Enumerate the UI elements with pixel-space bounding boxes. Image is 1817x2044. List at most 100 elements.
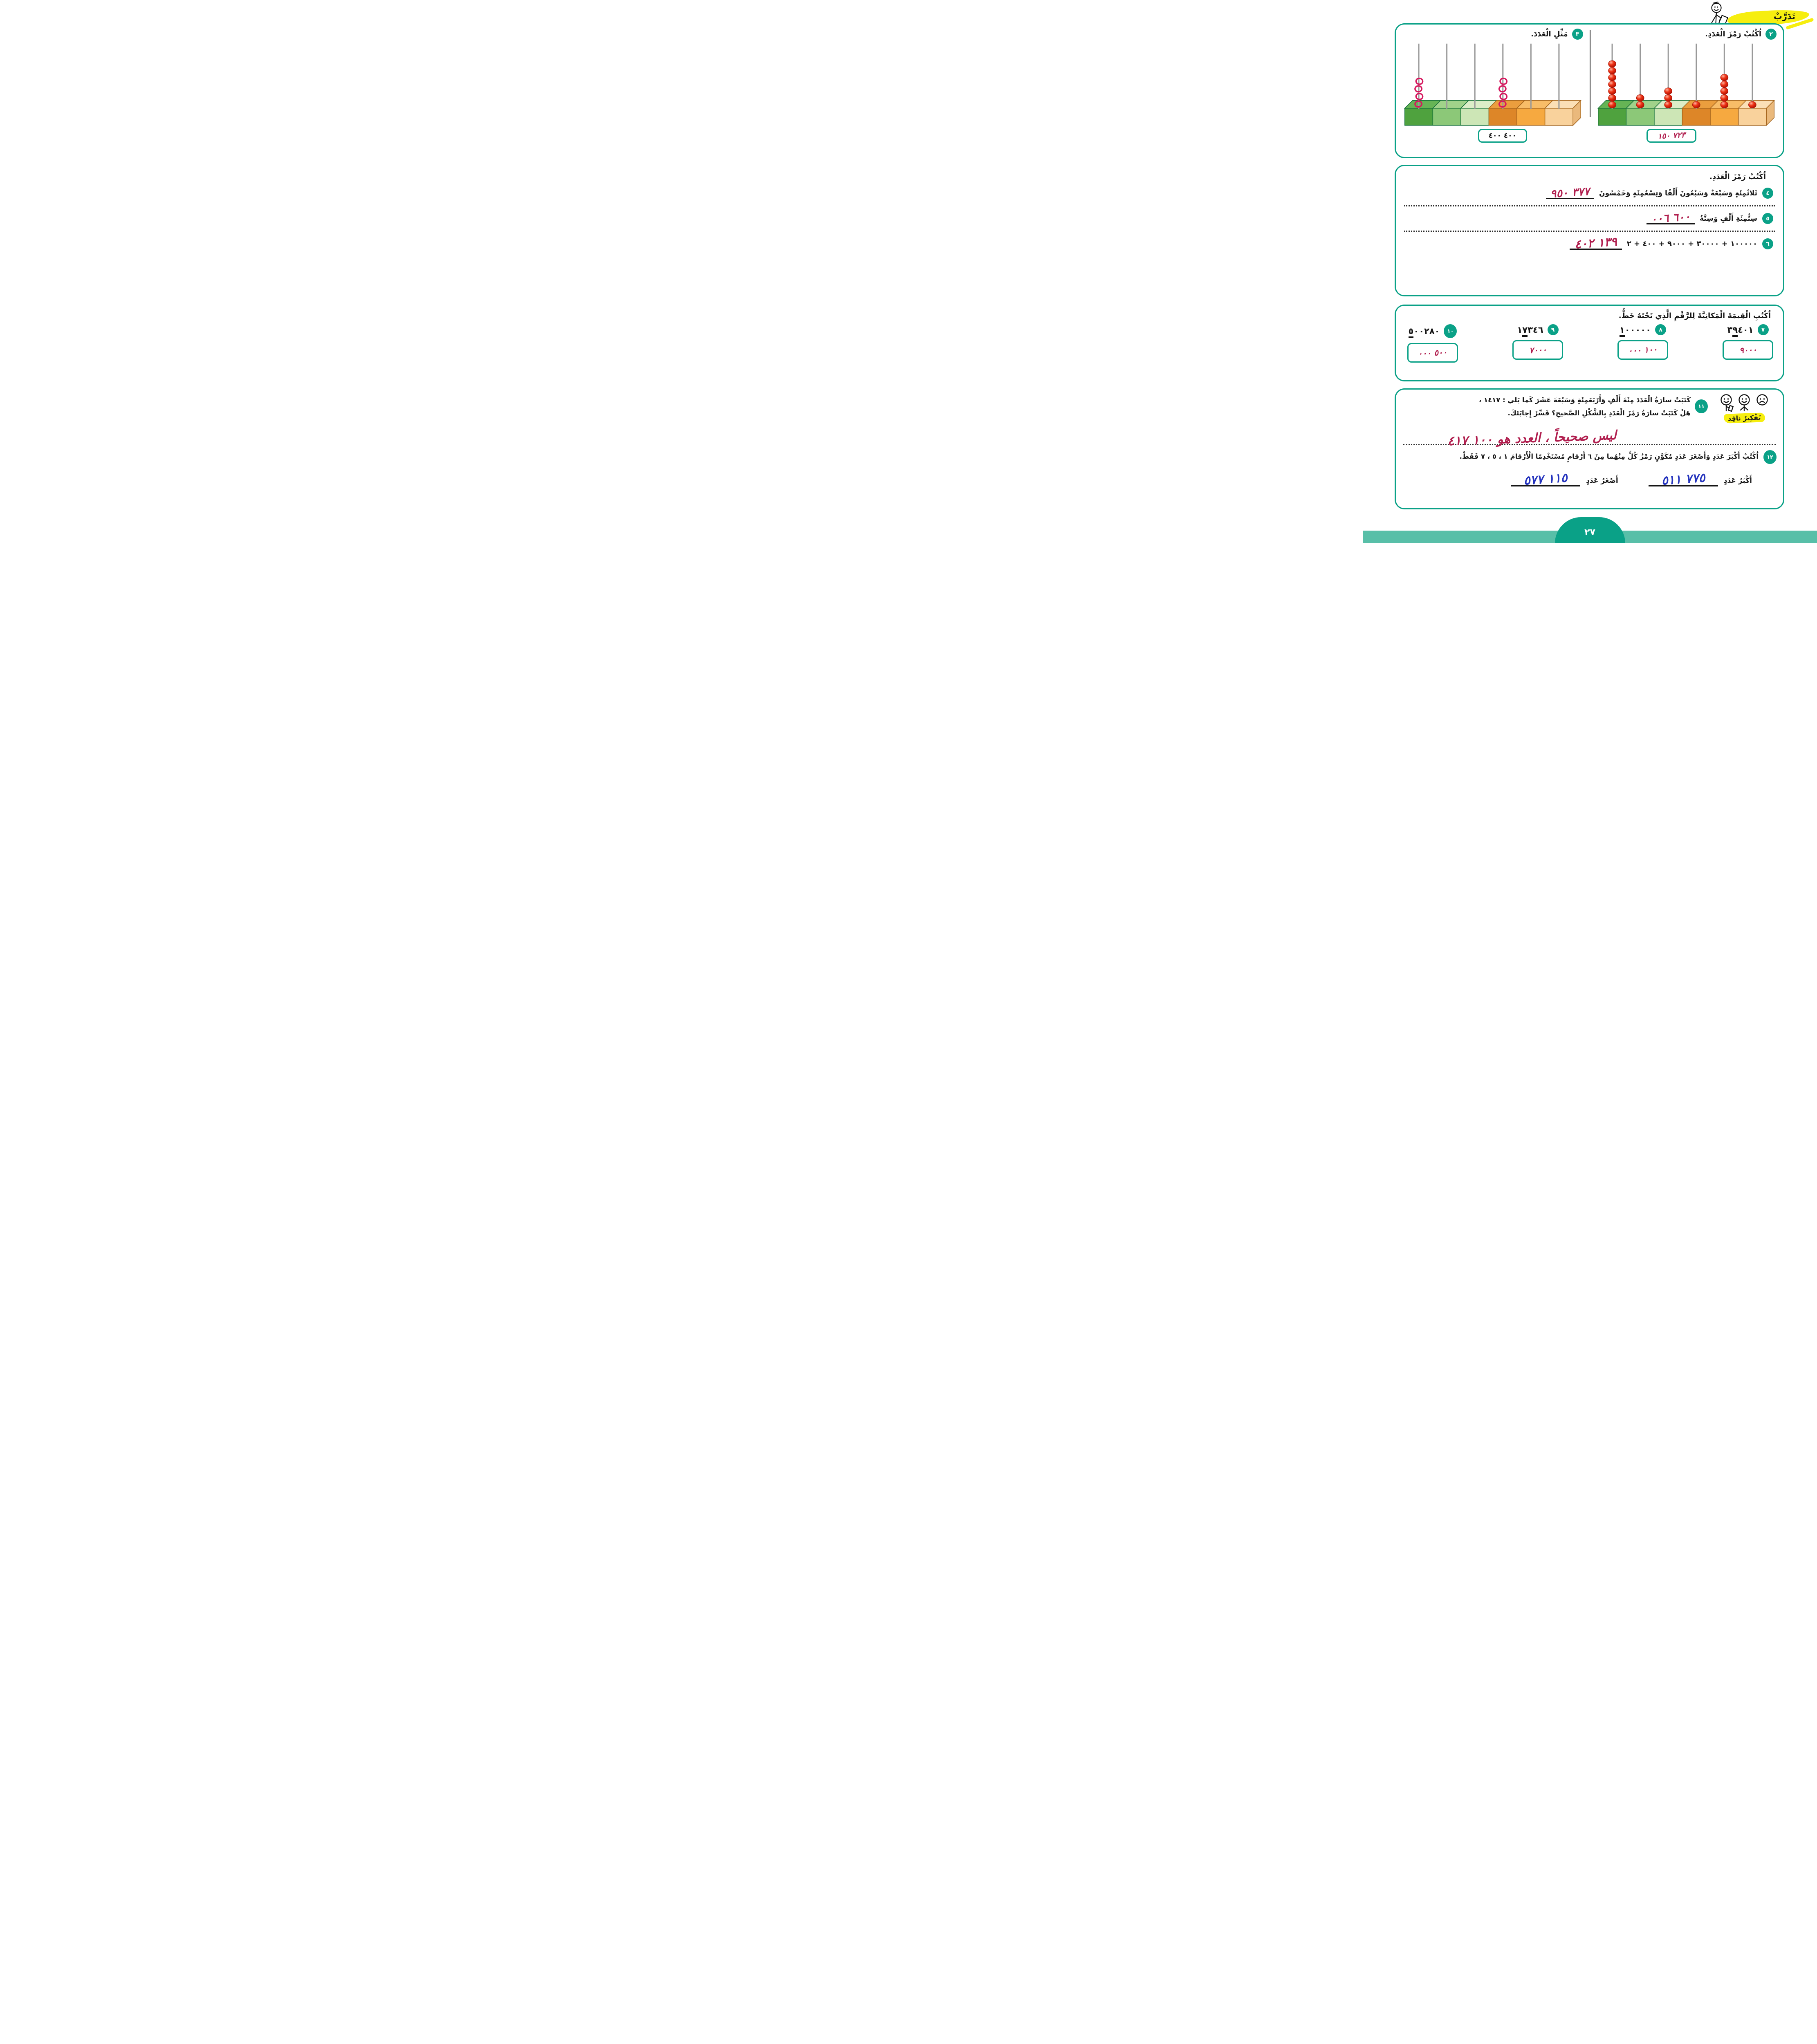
- critical-thinking-decor: تَفْكِيرٌ ناقِد: [1712, 394, 1777, 424]
- exercise-7-badge: ٧: [1757, 324, 1769, 335]
- abacus-drawn-bead: [1498, 100, 1507, 108]
- exercise-9-answer-box[interactable]: ٧٠٠٠: [1512, 340, 1563, 360]
- exercise-4-text: ثَلاثُمِئَةٍ وَسَبْعَةٌ وَسَبْعُونَ أَلْ…: [1599, 189, 1757, 197]
- abacus-base-front: [1626, 108, 1655, 126]
- exercise-9-badge: ٩: [1547, 324, 1559, 335]
- exercise-11-line2: هَلْ كَتَبَتْ سارَةُ رَمْزَ الْعَدَدِ بِ…: [1507, 409, 1691, 417]
- exercise-7-answer-box[interactable]: ٩٠٠٠: [1723, 340, 1773, 360]
- exercise-8-badge: ٨: [1655, 324, 1666, 335]
- exercise-9: ٩ ١٧٣٤٦ ٧٠٠٠: [1512, 324, 1563, 363]
- place-value-title: اُكْتُبِ الْقِيمَةَ الْمَكانِيَّةَ لِلرَ…: [1618, 312, 1771, 320]
- abacus-base-front: [1404, 108, 1433, 126]
- exercise-4-row: ٤ ثَلاثُمِئَةٍ وَسَبْعَةٌ وَسَبْعُونَ أَ…: [1403, 181, 1776, 205]
- underlined-digit: ٧: [1522, 325, 1528, 337]
- abacus-bead: [1692, 101, 1700, 108]
- exercise-3-value: ٤٠٠ ٤٠٠: [1488, 131, 1516, 140]
- exercise-3-badge: ٣: [1572, 29, 1583, 40]
- exercise-5-answer: ٦٠٠ ٠٠٦: [1650, 210, 1691, 226]
- exercise-6-expression: ١٠٠٠٠٠ + ٣٠٠٠٠ + ٩٠٠٠ + ٤٠٠ + ٢: [1626, 240, 1757, 248]
- exercise-2-title: اُكْتُبْ رَمْزَ الْعَدَدِ.: [1705, 30, 1761, 38]
- happy-face-writing-icon: [1721, 394, 1734, 412]
- exercise-5-answer-blank[interactable]: ٦٠٠ ٠٠٦: [1646, 210, 1695, 226]
- exercise-9-answer: ٧٠٠٠: [1528, 344, 1547, 356]
- exercise-8-answer-box[interactable]: ١٠٠ ٠٠٠: [1617, 340, 1668, 360]
- smiley-figures: [1719, 394, 1770, 412]
- abacus-exercise-3[interactable]: [1403, 41, 1583, 127]
- abacus-base-front: [1432, 108, 1461, 126]
- abacus-bead: [1608, 87, 1617, 95]
- abacus-drawn-bead: [1499, 92, 1507, 100]
- underlined-digit: ١: [1620, 325, 1625, 337]
- abacus-bead: [1664, 94, 1673, 102]
- abacus-bead: [1636, 101, 1644, 108]
- abacus-bead: [1608, 94, 1617, 102]
- abacus-base-front: [1598, 108, 1627, 126]
- smallest-number-label: أَصْغَرُ عَدَدٍ: [1586, 476, 1618, 485]
- exercise-7-number: ٣٩٤٠١: [1727, 325, 1754, 337]
- exercise-8-answer: ١٠٠ ٠٠٠: [1628, 344, 1658, 356]
- abacus-base-front: [1544, 108, 1573, 126]
- abacus-bead: [1720, 81, 1729, 88]
- abacus-drawn-bead: [1415, 77, 1424, 85]
- happy-face-icon: [1738, 394, 1750, 412]
- abacus-base-front: [1710, 108, 1739, 126]
- exercise-2-badge: ٢: [1765, 29, 1777, 40]
- exercise-2-answer-box[interactable]: ٧٢٣ ١٥٠: [1647, 128, 1697, 143]
- place-value-items: ٧ ٣٩٤٠١ ٩٠٠٠ ٨ ١٠٠٠٠٠ ١٠٠ ٠٠٠ ٩: [1398, 320, 1781, 363]
- abacus-bead: [1664, 101, 1673, 108]
- exercise-5-row: ٥ سِتُّمِئَةِ أَلْفٍ وَسِتَّةٌ ٦٠٠ ٠٠٦: [1403, 206, 1776, 231]
- abacus-bead: [1608, 60, 1617, 67]
- abacus-bead: [1608, 81, 1617, 88]
- exercise-4-badge: ٤: [1762, 188, 1773, 199]
- exercise-8-number: ١٠٠٠٠٠: [1620, 325, 1651, 337]
- dotted-separator: [1403, 444, 1776, 445]
- exercise-12-text: اُكْتُبْ أَكْبَرَ عَدَدٍ وَأَصْغَرَ عَدَ…: [1459, 453, 1759, 460]
- largest-number-answer: ٧٧٥ ٥١١: [1661, 471, 1706, 488]
- abacus-drawn-bead: [1498, 85, 1507, 93]
- exercise-12: ١٢ اُكْتُبْ أَكْبَرَ عَدَدٍ وَأَصْغَرَ ع…: [1402, 450, 1777, 464]
- abacus-drawn-bead: [1415, 92, 1424, 100]
- section-critical-thinking-box: تَفْكِيرٌ ناقِد ١١ كَتَبَتْ سارَةُ الْعَ…: [1395, 388, 1784, 509]
- page-number-dome: ٢٧: [1555, 517, 1625, 543]
- exercise-7-answer: ٩٠٠٠: [1738, 344, 1757, 356]
- exercise-10-number: ٥٠٠٢٨٠: [1408, 326, 1440, 338]
- abacus-base-front: [1488, 108, 1517, 126]
- exercise-6-answer: ١٣٩ ٤٠٢: [1574, 234, 1617, 251]
- abacus-bead: [1608, 101, 1617, 108]
- exercise-6-answer-blank[interactable]: ١٣٩ ٤٠٢: [1569, 234, 1622, 251]
- exercise-11-line1: كَتَبَتْ سارَةُ الْعَدَدَ مِئَةَ أَلْفٍ …: [1479, 396, 1691, 404]
- exercise-12-answers-row: أَكْبَرُ عَدَدٍ ٧٧٥ ٥١١ أَصْغَرُ عَدَدٍ …: [1402, 471, 1752, 488]
- exercise-4-answer-blank[interactable]: ٣٧٧ ٩٥٠: [1546, 185, 1594, 201]
- abacus-bead: [1720, 101, 1729, 108]
- dotted-separator: [1404, 205, 1775, 206]
- exercise-10-answer-box[interactable]: ٥٠٠ ٠٠٠: [1407, 343, 1458, 363]
- section-abacus-box: ٢ اُكْتُبْ رَمْزَ الْعَدَدِ. ٧٢٣ ١٥٠ ٣ م…: [1395, 23, 1784, 158]
- exercise-5-badge: ٥: [1762, 213, 1773, 224]
- abacus-bead: [1748, 101, 1756, 108]
- exercise-11-badge: ١١: [1695, 399, 1708, 413]
- abacus-bead: [1720, 74, 1729, 81]
- abacus-base-front: [1682, 108, 1711, 126]
- exercise-11-answer-area[interactable]: ليس صحيحاً ، العدد هو ١٠٠ ٤١٧: [1402, 423, 1777, 448]
- exercise-8: ٨ ١٠٠٠٠٠ ١٠٠ ٠٠٠: [1617, 324, 1668, 363]
- exercise-4-answer: ٣٧٧ ٩٥٠: [1550, 185, 1590, 201]
- abacus-drawn-bead: [1414, 100, 1422, 108]
- abacus-drawn-bead: [1499, 77, 1507, 85]
- abacus-base-front: [1654, 108, 1683, 126]
- largest-number-blank[interactable]: ٧٧٥ ٥١١: [1648, 471, 1718, 488]
- abacus-bead: [1720, 94, 1729, 102]
- exercise-2: ٢ اُكْتُبْ رَمْزَ الْعَدَدِ. ٧٢٣ ١٥٠: [1590, 25, 1783, 157]
- exercise-2-answer: ٧٢٣ ١٥٠: [1657, 130, 1686, 141]
- exercise-3-value-box: ٤٠٠ ٤٠٠: [1478, 128, 1527, 143]
- smallest-number-blank[interactable]: ١١٥ ٥٧٧: [1511, 471, 1581, 488]
- abacus-base-side: [1766, 99, 1775, 126]
- exercise-11-question: كَتَبَتْ سارَةُ الْعَدَدَ مِئَةَ أَلْفٍ …: [1402, 394, 1691, 420]
- abacus-base-side: [1572, 99, 1581, 126]
- abacus-bead: [1608, 67, 1617, 74]
- exercise-6-row: ٦ ١٠٠٠٠٠ + ٣٠٠٠٠ + ٩٠٠٠ + ٤٠٠ + ٢ ١٣٩ ٤٠…: [1403, 232, 1776, 256]
- exercise-3: ٣ مَثِّلِ الْعَدَدَ. ٤٠٠ ٤٠٠: [1396, 25, 1590, 157]
- abacus-bead: [1664, 87, 1673, 95]
- exercise-11-answer: ليس صحيحاً ، العدد هو ١٠٠ ٤١٧: [1447, 428, 1617, 449]
- exercise-6-badge: ٦: [1762, 238, 1773, 249]
- exercise-11: تَفْكِيرٌ ناقِد ١١ كَتَبَتْ سارَةُ الْعَ…: [1402, 394, 1777, 424]
